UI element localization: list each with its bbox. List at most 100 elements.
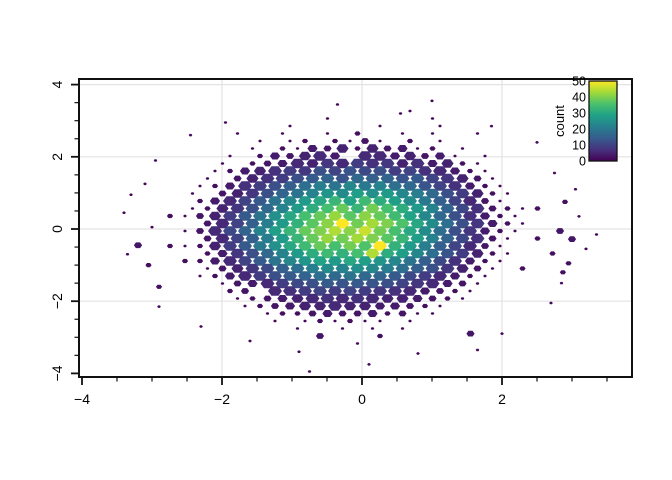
y-tick-label: 2 (49, 153, 65, 161)
hex-bin (430, 312, 435, 315)
hex-bin (388, 271, 402, 281)
y-tick-label: −4 (49, 365, 65, 381)
hex-bin (358, 256, 372, 266)
hex-bin (573, 188, 578, 191)
hex-bin (466, 273, 474, 279)
hex-bin (305, 218, 320, 229)
hex-bin (433, 271, 447, 281)
hex-bin (421, 303, 429, 309)
colorbar-tick-label: 10 (572, 138, 586, 152)
hex-bin (268, 166, 282, 176)
hex-bin (378, 124, 382, 128)
hex-bin (298, 166, 312, 176)
hex-bin (335, 218, 350, 229)
hex-bin (519, 266, 526, 271)
hex-bin (418, 271, 432, 281)
hex-bin (400, 327, 405, 330)
hex-bin (283, 226, 297, 236)
hex-bin (505, 252, 510, 255)
hex-bin (216, 204, 229, 213)
hex-bin (498, 259, 502, 263)
hex-bin (306, 159, 319, 168)
hex-bin (245, 218, 260, 229)
plot-frame (78, 78, 633, 378)
hex-bin (567, 236, 577, 242)
hex-bin (328, 211, 342, 221)
hex-bin (183, 229, 187, 233)
axis-tick-labels: −4 −2 0 2 −4 −2 0 2 4 (49, 80, 506, 407)
hex-bin (125, 253, 130, 256)
hex-bin (268, 211, 282, 221)
colorbar-tick-label: 0 (579, 154, 586, 168)
hex-bin (433, 166, 447, 176)
hex-bin (295, 327, 300, 330)
hex-bin (211, 273, 219, 279)
hex-bin (444, 296, 451, 301)
hex-bin (428, 295, 437, 302)
hex-bin (373, 196, 387, 206)
hex-bin (275, 203, 290, 214)
hex-bin (448, 226, 462, 236)
hex-bin (473, 175, 482, 182)
hex-bin (295, 147, 300, 150)
hex-bin (279, 146, 286, 151)
hex-bin (438, 304, 442, 308)
hex-bin (365, 263, 380, 274)
hex-bin (343, 211, 357, 221)
hex-bin (283, 196, 297, 206)
hex-bin (196, 243, 204, 249)
hex-bin (410, 188, 425, 199)
hex-bin (350, 173, 365, 184)
hex-bin (358, 271, 372, 281)
hex-bin (389, 152, 401, 160)
hex-bin (358, 166, 372, 176)
colorbar-legend: 0 10 20 30 40 50 count (552, 74, 618, 168)
hex-bin (260, 233, 275, 244)
hex-bin (378, 139, 382, 143)
hex-bin (498, 244, 502, 248)
hex-bin (203, 220, 212, 227)
hex-bin (365, 293, 380, 304)
hex-bin (350, 278, 365, 289)
hex-bin (488, 235, 497, 242)
hex-bin (290, 158, 305, 169)
hex-bin (388, 241, 402, 251)
hex-bin (479, 212, 491, 220)
hex-bin (373, 271, 387, 281)
hex-bin (343, 241, 357, 251)
hex-bin (320, 278, 335, 289)
hex-bin (313, 196, 327, 206)
hex-bin (223, 121, 228, 124)
hex-bin (403, 181, 417, 191)
hex-bin (453, 154, 457, 158)
hex-bin (388, 211, 402, 221)
hex-bin (290, 203, 305, 214)
hex-bin (122, 211, 126, 214)
hex-bin (410, 218, 425, 229)
hex-bin (290, 248, 305, 259)
hex-bin (283, 241, 297, 251)
hex-bin (380, 263, 395, 274)
hex-bin (283, 256, 297, 266)
hex-bin (380, 188, 395, 199)
hex-bin (358, 301, 372, 311)
hex-bin (260, 248, 275, 259)
hex-bin (307, 370, 312, 373)
hex-bin (366, 144, 379, 153)
hex-bin (415, 312, 420, 315)
hex-bin (396, 294, 409, 303)
hex-bin (245, 233, 260, 244)
hex-bin (410, 233, 425, 244)
hex-bin (388, 286, 402, 296)
hex-bin (449, 272, 461, 280)
hex-bin (268, 241, 282, 251)
hex-bin (208, 211, 222, 221)
hex-bin (463, 241, 477, 251)
hex-bin (463, 211, 477, 221)
hex-bin (455, 233, 470, 244)
hex-bin (238, 241, 252, 251)
hex-bin (231, 189, 244, 198)
colorbar-title: count (552, 105, 567, 137)
